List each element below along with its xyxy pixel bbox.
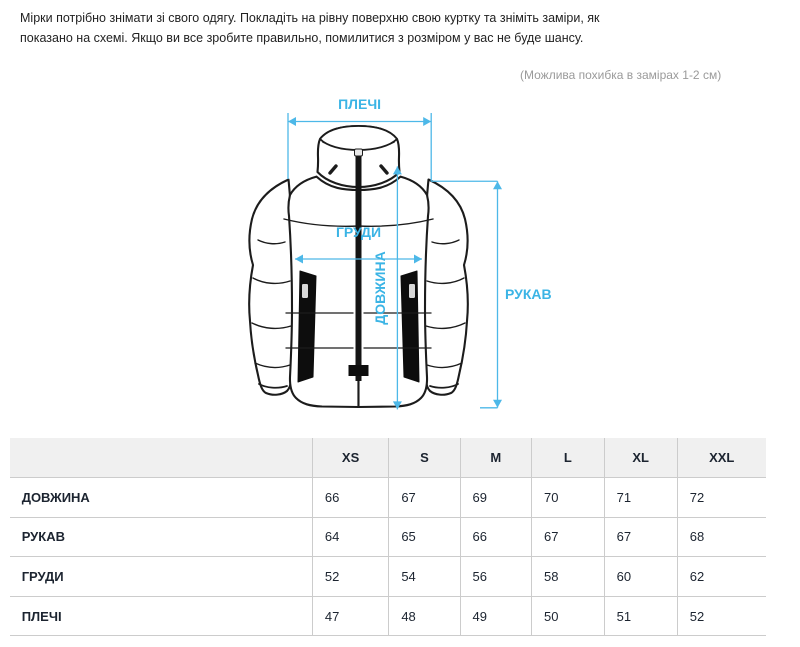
svg-text:РУКАВ: РУКАВ [505,286,552,302]
svg-text:ДОВЖИНА: ДОВЖИНА [372,251,388,324]
svg-text:ПЛЕЧІ: ПЛЕЧІ [338,96,381,112]
svg-text:ГРУДИ: ГРУДИ [336,224,381,240]
